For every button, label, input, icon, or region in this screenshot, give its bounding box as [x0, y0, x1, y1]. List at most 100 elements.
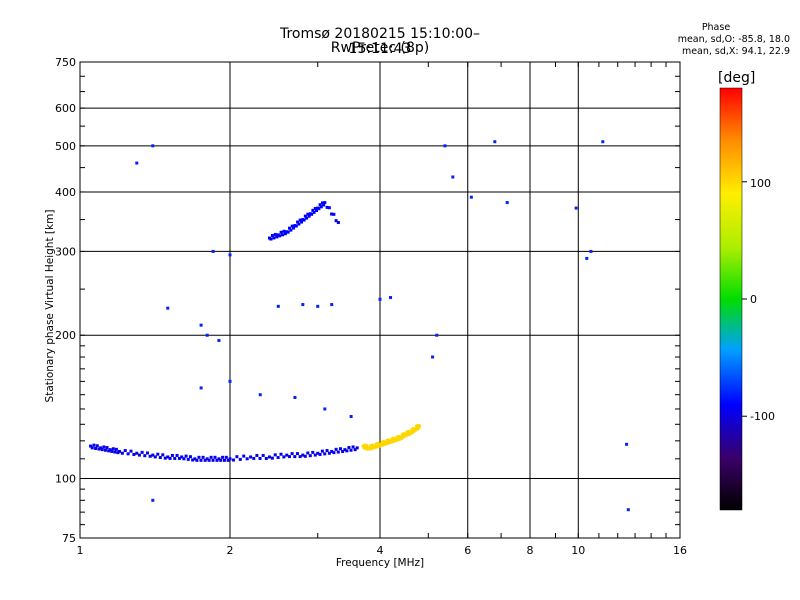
data-point — [173, 456, 177, 460]
data-point — [298, 455, 302, 459]
colorbar-tick-minus100: -100 — [750, 410, 775, 423]
data-point — [205, 457, 209, 461]
data-point — [135, 161, 139, 165]
data-point — [390, 437, 394, 441]
data-point — [298, 218, 302, 222]
data-point — [325, 205, 329, 209]
data-point — [363, 443, 367, 447]
data-point — [301, 453, 305, 457]
data-point — [451, 175, 455, 179]
data-point — [228, 457, 232, 461]
data-point — [306, 212, 310, 216]
data-point — [308, 454, 312, 458]
data-point — [303, 454, 307, 458]
data-point — [269, 237, 273, 241]
data-point — [412, 429, 416, 433]
data-point — [404, 433, 408, 437]
data-point — [123, 449, 127, 453]
x-tick-label: 1 — [77, 544, 84, 557]
y-tick-label: 400 — [55, 186, 76, 199]
data-point — [90, 446, 94, 450]
data-point — [318, 452, 322, 456]
data-point — [161, 453, 165, 457]
data-point — [224, 455, 228, 459]
tick-labels: 1 2 4 6 8 10 16 75 100 200 300 400 500 600 750 — [55, 56, 687, 557]
data-point — [311, 208, 315, 212]
data-point — [215, 458, 219, 462]
data-point — [589, 249, 593, 253]
data-point — [417, 424, 421, 428]
data-point — [285, 453, 289, 457]
data-point — [345, 449, 349, 453]
data-point — [389, 296, 393, 300]
data-point — [102, 445, 106, 449]
data-point — [158, 456, 162, 460]
data-point — [143, 454, 147, 458]
data-point — [188, 455, 192, 459]
chart-title: Tromsø 20180215 15:10:00–15:11:43 — [279, 26, 481, 57]
data-point — [275, 235, 279, 239]
data-point — [170, 453, 174, 457]
data-point — [307, 214, 311, 218]
data-point — [389, 440, 393, 444]
data-point — [343, 448, 347, 452]
data-point — [221, 455, 225, 459]
data-point — [226, 458, 230, 462]
data-point — [405, 430, 409, 434]
y-tick-label: 100 — [55, 473, 76, 486]
y-tick-label: 200 — [55, 329, 76, 342]
data-point — [267, 455, 271, 459]
data-point — [219, 458, 223, 462]
data-point — [318, 203, 322, 207]
data-point — [332, 451, 336, 455]
data-point — [110, 449, 114, 453]
data-point — [330, 303, 334, 307]
x-tick-label: 10 — [571, 544, 585, 557]
data-point — [376, 441, 380, 445]
data-point — [351, 445, 355, 449]
x-tick-label: 8 — [527, 544, 534, 557]
data-point — [316, 304, 320, 308]
data-point — [103, 448, 107, 452]
data-point — [387, 438, 391, 442]
data-point — [242, 454, 246, 458]
data-point — [391, 439, 395, 443]
data-point — [151, 144, 155, 148]
data-point — [166, 306, 170, 310]
data-point — [341, 449, 345, 453]
data-point — [394, 438, 398, 442]
x-tick-label: 4 — [377, 544, 384, 557]
data-point — [211, 458, 215, 462]
data-point — [402, 432, 406, 436]
data-point — [334, 219, 338, 223]
data-point — [323, 407, 327, 411]
data-point — [197, 455, 201, 459]
data-point — [327, 206, 331, 210]
data-point — [336, 221, 340, 225]
data-point — [264, 456, 268, 460]
data-point — [493, 140, 497, 144]
data-point — [370, 446, 374, 450]
data-point — [132, 452, 136, 456]
y-tick-label: 500 — [55, 140, 76, 153]
data-point — [399, 436, 403, 440]
data-point — [403, 434, 407, 438]
data-point — [199, 323, 203, 327]
data-point — [249, 455, 253, 459]
data-point — [382, 442, 386, 446]
data-point — [338, 447, 342, 451]
data-point — [116, 451, 120, 455]
data-point — [99, 446, 103, 450]
data-point — [279, 452, 283, 456]
data-point — [186, 457, 190, 461]
data-point — [213, 455, 217, 459]
data-point — [201, 455, 205, 459]
phase-heading: Phase — [701, 22, 731, 33]
data-point — [111, 447, 115, 451]
data-point — [287, 226, 291, 230]
data-point — [361, 444, 365, 448]
chart-subtitle: RwPretec (8p) — [330, 40, 430, 56]
data-point — [235, 455, 239, 459]
data-point — [398, 437, 402, 441]
data-point — [301, 303, 305, 307]
